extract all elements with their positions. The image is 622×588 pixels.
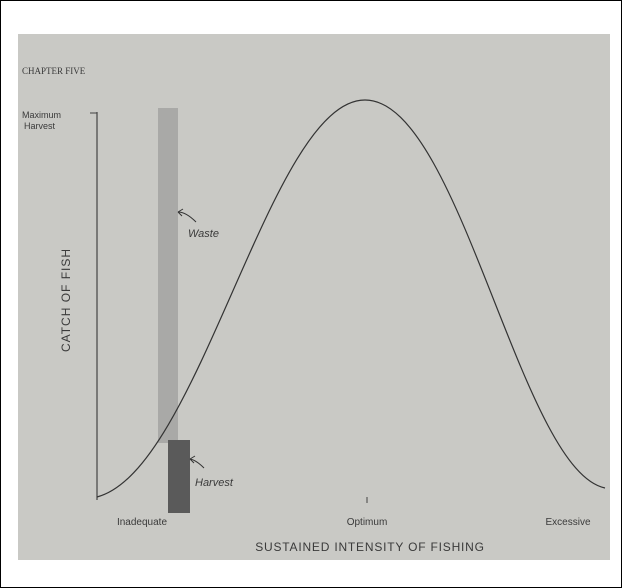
y-axis-label: CATCH OF FISH bbox=[59, 248, 73, 352]
x-tick-label: Optimum bbox=[347, 517, 388, 528]
running-head: CHAPTER FIVE bbox=[22, 66, 86, 76]
y-tick-label: Harvest bbox=[24, 121, 56, 131]
waste-label: Waste bbox=[188, 228, 219, 240]
x-tick-label: Inadequate bbox=[117, 517, 167, 528]
harvest-label: Harvest bbox=[195, 477, 234, 489]
y-tick-label: Maximum bbox=[22, 110, 61, 120]
harvest-bar bbox=[168, 440, 190, 513]
photo bbox=[18, 34, 610, 560]
x-tick-label: Excessive bbox=[545, 517, 590, 528]
x-axis-label: SUSTAINED INTENSITY OF FISHING bbox=[255, 540, 485, 554]
page: CHAPTER FIVE Waste Harvest Maximum Harve… bbox=[0, 0, 622, 588]
waste-bar bbox=[158, 108, 178, 443]
